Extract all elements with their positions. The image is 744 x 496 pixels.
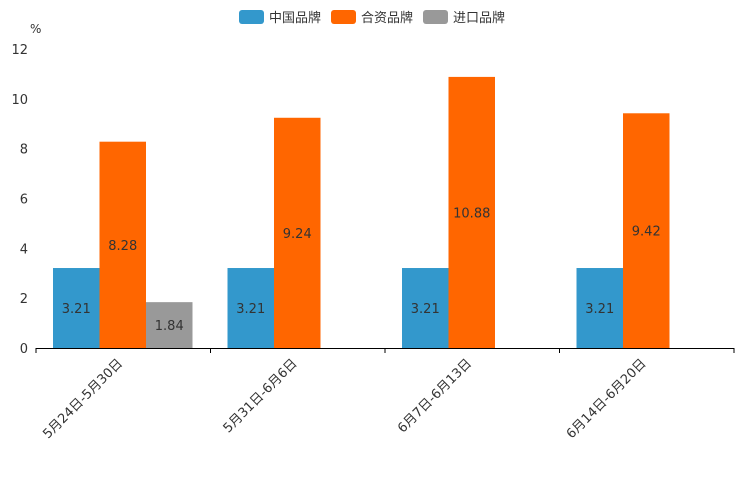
bar xyxy=(99,141,146,348)
data-label: 8.28 xyxy=(108,239,137,254)
bar xyxy=(448,76,495,348)
data-label: 3.21 xyxy=(411,302,440,317)
x-tick-label: 5月31日-6月6日 xyxy=(221,356,301,436)
y-tick-label: 10 xyxy=(11,93,28,108)
data-label: 3.21 xyxy=(62,302,91,317)
bar xyxy=(227,268,274,348)
legend-item-china-brand[interactable]: 中国品牌 xyxy=(238,7,321,26)
x-tick-label: 5月24日-5月30日 xyxy=(40,356,126,442)
bar xyxy=(623,113,670,348)
legend-swatch-china-brand xyxy=(238,9,264,24)
legend-label-china-brand: 中国品牌 xyxy=(268,11,321,26)
legend-label-imported-brand: 进口品牌 xyxy=(453,11,506,26)
y-tick-label: 8 xyxy=(20,143,28,158)
data-label: 3.21 xyxy=(236,302,265,317)
data-label: 9.24 xyxy=(283,227,312,242)
y-tick-label: 12 xyxy=(11,43,28,58)
data-label: 3.21 xyxy=(585,302,614,317)
legend-swatch-joint-venture-brand xyxy=(330,9,356,24)
y-tick-label: 6 xyxy=(20,193,28,208)
bar xyxy=(53,268,100,348)
legend-item-imported-brand[interactable]: 进口品牌 xyxy=(423,7,505,26)
chart-legend: 中国品牌 合资品牌 进口品牌 xyxy=(0,7,744,26)
x-tick-label: 6月7日-6月13日 xyxy=(395,356,475,436)
y-axis-unit: % xyxy=(30,22,42,36)
legend-swatch-imported-brand xyxy=(423,9,448,24)
y-tick-label: 2 xyxy=(20,292,28,307)
data-label: 9.42 xyxy=(632,225,661,240)
y-tick-label: 0 xyxy=(20,342,28,357)
legend-label-joint-venture-brand: 合资品牌 xyxy=(360,11,413,26)
bar xyxy=(146,302,193,348)
bar xyxy=(274,117,321,349)
y-tick-label: 4 xyxy=(20,242,28,257)
x-tick-label: 6月14日-6月20日 xyxy=(564,356,650,442)
data-label: 10.88 xyxy=(453,206,490,221)
data-label: 1.84 xyxy=(155,319,184,334)
bar xyxy=(576,268,623,348)
bar xyxy=(402,268,449,348)
legend-item-joint-venture-brand[interactable]: 合资品牌 xyxy=(330,7,413,26)
